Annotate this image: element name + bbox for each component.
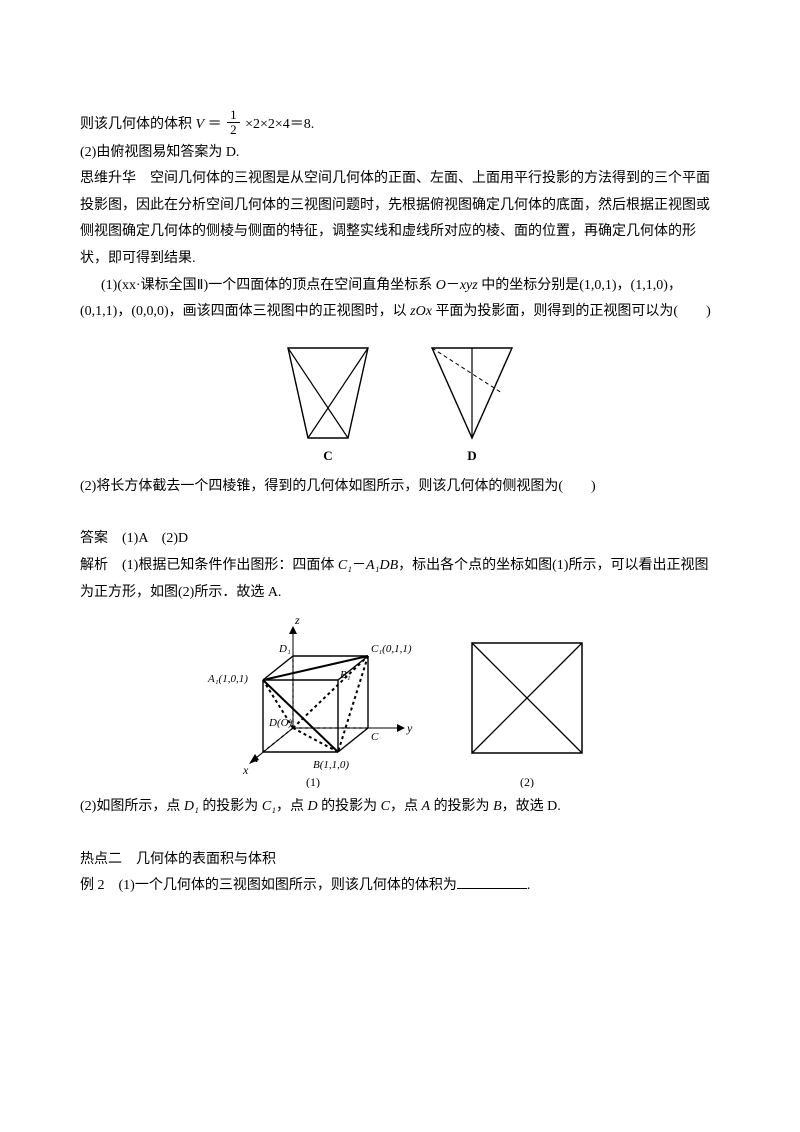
label-D1: D₁ — [278, 643, 291, 655]
axis-x-label: x — [242, 763, 249, 777]
var-V: V — [196, 117, 205, 132]
label-C1: C₁(0,1,1) — [371, 643, 412, 655]
figure-row-cube: z y x C₁(0,1,1) D₁ A₁(1,0,1) B₁ D(O) C A… — [80, 618, 720, 788]
text: 的投影为 — [318, 799, 381, 814]
figure-d-label: D — [467, 448, 476, 463]
text: (1)(xx·课标全国Ⅱ)一个四面体的顶点在空间直角坐标系 — [101, 278, 436, 293]
var-xyz: xyz — [460, 278, 478, 293]
figure-label-1: (1) — [306, 775, 320, 788]
denominator: 2 — [227, 123, 240, 137]
fraction-half: 1 2 — [227, 108, 240, 138]
answer-line: 答案 (1)A (2)D — [80, 526, 720, 553]
var: B — [493, 799, 502, 814]
text: ，故选 D. — [502, 799, 561, 814]
var: C — [381, 799, 390, 814]
axis-z-label: z — [294, 618, 300, 627]
var-A1DB: A₁DB — [366, 558, 398, 573]
figure-label-2: (2) — [520, 775, 534, 788]
figure-row-cd: C D — [80, 338, 720, 468]
explanation-2: (2)如图所示，点 D₁ 的投影为 C₁，点 D 的投影为 C，点 A 的投影为… — [80, 794, 720, 821]
var: C₁ — [262, 799, 276, 814]
text: － — [446, 278, 460, 293]
spacer — [80, 821, 720, 847]
text: 平面为投影面，则得到的正视图可以为( ) — [432, 304, 711, 319]
figure-square: (2) — [447, 618, 607, 788]
text: (2)如图所示，点 — [80, 799, 184, 814]
var-C1: C₁ — [338, 558, 352, 573]
spacer — [80, 500, 720, 526]
label-DO: D(O) — [268, 717, 293, 729]
paragraph-q2: (2)将长方体截去一个四棱锥，得到的几何体如图所示，则该几何体的侧视图为( ) — [80, 474, 720, 501]
text: . — [527, 878, 531, 893]
figure-d: D — [412, 338, 532, 468]
blank-fill — [457, 874, 527, 889]
var: D — [308, 799, 318, 814]
axis-y-label: y — [406, 721, 413, 735]
label-A1: A₁(1,0,1) — [207, 673, 248, 685]
text: ＝ — [208, 117, 222, 132]
label-A: A — [250, 753, 258, 765]
text: ，点 — [276, 799, 308, 814]
var: A — [422, 799, 431, 814]
hot-topic-2: 热点二 几何体的表面积与体积 — [80, 847, 720, 874]
var: D₁ — [184, 799, 199, 814]
paragraph-q1: (1)(xx·课标全国Ⅱ)一个四面体的顶点在空间直角坐标系 O－xyz 中的坐标… — [80, 273, 720, 326]
text: 解析 (1)根据已知条件作出图形：四面体 — [80, 558, 338, 573]
example-2: 例 2 (1)一个几何体的三视图如图所示，则该几何体的体积为. — [80, 873, 720, 900]
label-B: B(1,1,0) — [313, 759, 349, 771]
figure-c: C — [268, 338, 388, 468]
page: 则该几何体的体积 V ＝ 1 2 ×2×2×4＝8. (2)由俯视图易知答案为 … — [0, 0, 800, 1132]
text: ，点 — [390, 799, 422, 814]
text: － — [352, 558, 366, 573]
numerator: 1 — [227, 108, 240, 123]
text: 的投影为 — [199, 799, 262, 814]
paragraph-thinking: 思维升华 空间几何体的三视图是从空间几何体的正面、左面、上面用平行投影的方法得到… — [80, 166, 720, 272]
paragraph-2: (2)由俯视图易知答案为 D. — [80, 140, 720, 167]
figure-cube: z y x C₁(0,1,1) D₁ A₁(1,0,1) B₁ D(O) C A… — [193, 618, 423, 788]
text: 的投影为 — [430, 799, 493, 814]
text: 则该几何体的体积 — [80, 117, 196, 132]
var-O: O — [436, 278, 446, 293]
text: ×2×2×4＝8. — [245, 117, 314, 132]
var-zOx: zOx — [410, 304, 432, 319]
figure-c-label: C — [324, 448, 333, 463]
text: 例 2 (1)一个几何体的三视图如图所示，则该几何体的体积为 — [80, 878, 457, 893]
label-B1: B₁ — [340, 669, 351, 681]
label-C: C — [371, 731, 379, 743]
explanation-1: 解析 (1)根据已知条件作出图形：四面体 C₁－A₁DB，标出各个点的坐标如图(… — [80, 553, 720, 606]
paragraph-volume: 则该几何体的体积 V ＝ 1 2 ×2×2×4＝8. — [80, 110, 720, 140]
